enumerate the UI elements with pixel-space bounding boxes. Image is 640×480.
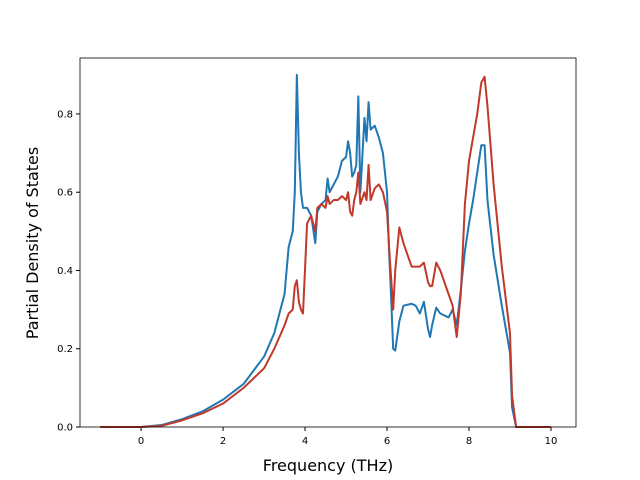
- y-tick-label: 0.4: [57, 266, 73, 277]
- x-tick-label: 2: [220, 436, 226, 447]
- series-line: [100, 75, 551, 428]
- y-tick-label: 0.2: [57, 344, 73, 355]
- y-tick-label: 0.8: [57, 109, 73, 120]
- y-tick-label: 0.6: [57, 188, 73, 199]
- x-tick-label: 6: [384, 436, 390, 447]
- x-tick-label: 8: [466, 436, 472, 447]
- x-tick-label: 0: [138, 436, 144, 447]
- y-axis-label: Partial Density of States: [23, 147, 42, 339]
- x-tick-label: 10: [545, 436, 558, 447]
- plot-frame: [79, 57, 577, 428]
- series-line: [100, 73, 551, 428]
- x-axis-label: Frequency (THz): [263, 456, 393, 475]
- y-tick-label: 0.0: [57, 423, 73, 434]
- x-tick-label: 4: [302, 436, 308, 447]
